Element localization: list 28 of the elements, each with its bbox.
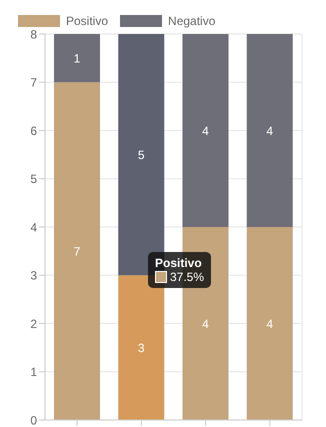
data-label: 4 (202, 124, 210, 138)
data-label: 1 (74, 51, 81, 66)
y-tick-label: 5 (30, 172, 38, 186)
data-label: 4 (202, 316, 210, 331)
annotation: Positivo (155, 256, 203, 270)
bar (54, 34, 100, 82)
y-tick-label: 8 (30, 27, 38, 42)
y-tick-label: 2 (30, 316, 38, 331)
data-label: 3 (138, 340, 145, 355)
annotation: 37.5% (169, 270, 204, 284)
y-tick-label: 3 (30, 268, 38, 283)
bar (246, 227, 293, 420)
y-tick-label: 7 (30, 76, 38, 90)
y-tick-label: 6 (30, 124, 38, 138)
data-label: 7 (74, 244, 81, 258)
legend-label: Positivo (65, 14, 108, 28)
legend-label: Negativo (167, 14, 216, 28)
bar (246, 34, 293, 227)
bar (118, 275, 164, 420)
bar (182, 34, 228, 227)
data-label: 4 (266, 316, 274, 331)
tooltip-box: Positivo 37.5% (148, 252, 212, 288)
data-label: 4 (266, 124, 274, 138)
y-tick-label: 1 (30, 365, 38, 380)
bar (54, 82, 100, 420)
data-label: 5 (138, 148, 145, 162)
y-tick-label: 0 (30, 413, 38, 427)
y-tick-label: 4 (30, 220, 38, 234)
